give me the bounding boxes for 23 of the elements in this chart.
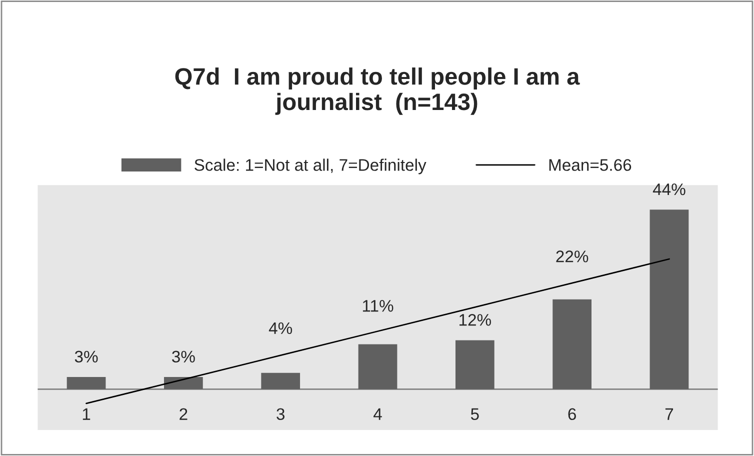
chart-title: Q7d I am proud to tell people I am a journalist (n=143) [175,67,580,115]
bar [261,372,300,390]
data-label: 3% [172,350,195,363]
bar [552,299,592,390]
bar [66,376,106,390]
bar [650,210,689,390]
bar [455,340,494,390]
x-tick-label: 4 [374,408,382,420]
data-label: 11% [362,300,394,312]
x-tick-label: 3 [276,408,284,420]
legend-label: Mean=5.66 [549,159,632,171]
data-label: 4% [268,322,292,334]
legend-label: Scale: 1=Not at all, 7=Definitely [194,158,426,174]
data-label: 3% [74,350,98,363]
x-tick-label: 7 [665,408,674,420]
x-tick-label: 2 [180,408,188,420]
x-tick-label: 1 [82,408,90,420]
data-label: 44% [652,183,686,196]
data-label: 12% [460,314,491,326]
x-tick-label: 6 [568,408,576,420]
x-tick-label: 5 [470,408,479,420]
data-label: 22% [556,250,588,262]
bar [358,344,398,390]
